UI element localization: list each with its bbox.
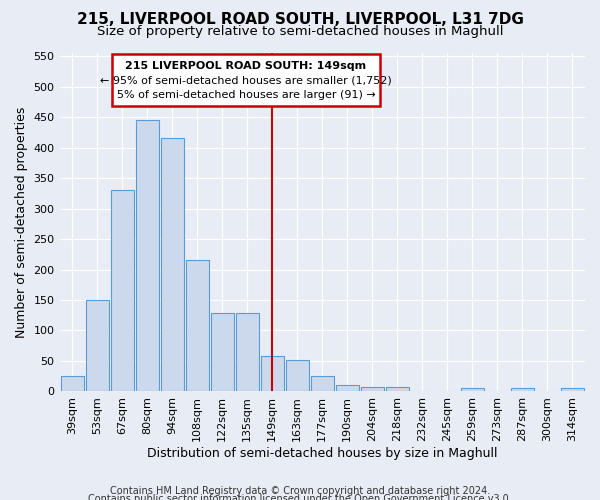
Text: Contains public sector information licensed under the Open Government Licence v3: Contains public sector information licen… (88, 494, 512, 500)
Bar (61, 376, 83, 392)
Bar (211, 314, 233, 392)
Text: Size of property relative to semi-detached houses in Maghull: Size of property relative to semi-detach… (97, 25, 503, 38)
Bar (161, 138, 184, 392)
Bar (561, 388, 584, 392)
Text: Contains HM Land Registry data © Crown copyright and database right 2024.: Contains HM Land Registry data © Crown c… (110, 486, 490, 496)
Text: 215 LIVERPOOL ROAD SOUTH: 149sqm: 215 LIVERPOOL ROAD SOUTH: 149sqm (125, 60, 367, 70)
Text: ← 95% of semi-detached houses are smaller (1,752): ← 95% of semi-detached houses are smalle… (100, 75, 392, 85)
Bar (286, 360, 309, 392)
Bar (86, 300, 109, 392)
Text: 5% of semi-detached houses are larger (91) →: 5% of semi-detached houses are larger (9… (116, 90, 376, 100)
Bar (311, 376, 334, 392)
Bar (261, 356, 284, 392)
Bar (336, 386, 359, 392)
Bar (461, 388, 484, 392)
Bar (511, 388, 534, 392)
Y-axis label: Number of semi-detached properties: Number of semi-detached properties (15, 106, 28, 338)
X-axis label: Distribution of semi-detached houses by size in Maghull: Distribution of semi-detached houses by … (147, 447, 497, 460)
FancyBboxPatch shape (112, 54, 380, 106)
Bar (185, 260, 209, 392)
Bar (361, 386, 384, 392)
Bar (386, 386, 409, 392)
Text: 215, LIVERPOOL ROAD SOUTH, LIVERPOOL, L31 7DG: 215, LIVERPOOL ROAD SOUTH, LIVERPOOL, L3… (77, 12, 523, 28)
Bar (236, 314, 259, 392)
Bar (136, 120, 158, 392)
Bar (110, 190, 134, 392)
